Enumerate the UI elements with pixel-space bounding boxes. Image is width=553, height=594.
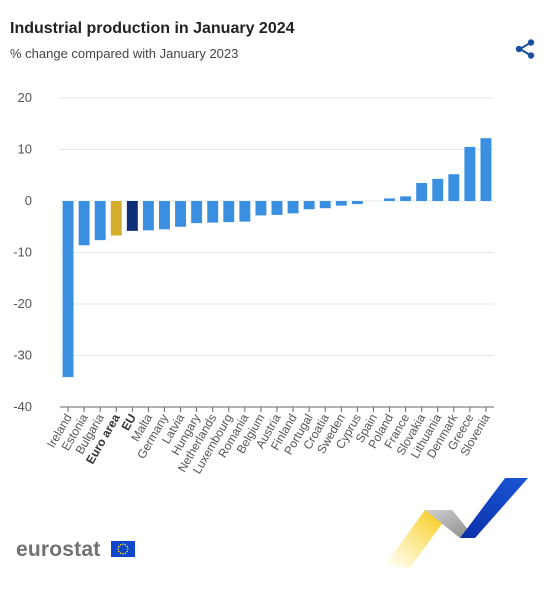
bar-belgium[interactable]	[255, 201, 267, 216]
bar-denmark[interactable]	[448, 174, 460, 201]
bar-portugal[interactable]	[303, 201, 315, 210]
bar-hungary[interactable]	[191, 201, 203, 224]
bar-bulgaria[interactable]	[94, 201, 106, 241]
bar-ireland[interactable]	[62, 201, 74, 378]
y-tick-label: -40	[13, 399, 32, 414]
bar-malta[interactable]	[142, 201, 154, 231]
bar-greece[interactable]	[464, 146, 476, 201]
bar-sweden[interactable]	[335, 201, 347, 206]
bar-france[interactable]	[400, 196, 412, 201]
y-tick-label: 10	[18, 142, 32, 157]
bar-poland[interactable]	[384, 198, 395, 201]
y-tick-label: 0	[25, 193, 32, 208]
bar-euro-area[interactable]	[110, 201, 122, 236]
bar-chart: 20 10 0 -10 -20 -30 -40 IrelandEstoniaBulgaria…	[13, 90, 494, 476]
bar-netherlands[interactable]	[207, 201, 219, 223]
chart-title: Industrial production in January 2024	[10, 20, 295, 37]
bar-cyprus[interactable]	[351, 201, 363, 205]
bar-luxembourg[interactable]	[223, 201, 235, 223]
eu-flag-icon	[111, 541, 135, 557]
bar-slovakia[interactable]	[416, 182, 428, 201]
bar-finland[interactable]	[287, 201, 299, 214]
y-tick-label: -20	[13, 296, 32, 311]
grid-lines	[60, 97, 494, 356]
bar-romania[interactable]	[239, 201, 251, 222]
y-tick-label: -10	[13, 245, 32, 260]
bar-lithuania[interactable]	[432, 178, 444, 201]
decorative-swoosh	[385, 478, 528, 568]
bar-latvia[interactable]	[175, 201, 187, 227]
y-tick-label: -30	[13, 348, 32, 363]
bar-eu[interactable]	[126, 201, 138, 231]
bar-germany[interactable]	[159, 201, 170, 230]
y-tick-label: 20	[18, 90, 32, 105]
chart-subtitle: % change compared with January 2023	[10, 46, 239, 61]
eurostat-logo: eurostat	[16, 538, 101, 561]
bar-estonia[interactable]	[78, 201, 90, 246]
bar-croatia[interactable]	[319, 201, 331, 209]
bar-slovenia[interactable]	[480, 138, 492, 201]
share-icon[interactable]	[514, 38, 536, 60]
y-axis: 20 10 0 -10 -20 -30 -40	[13, 90, 32, 414]
bars	[62, 138, 492, 378]
bar-austria[interactable]	[271, 201, 283, 215]
